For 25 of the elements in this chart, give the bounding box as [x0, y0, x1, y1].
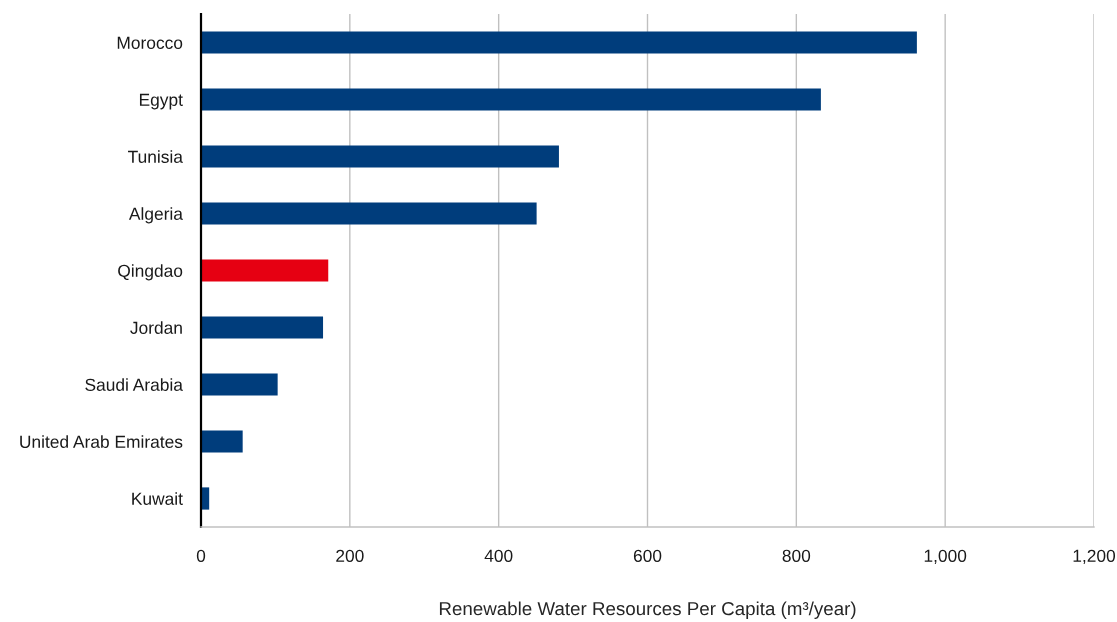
- y-tick-label: Jordan: [130, 321, 182, 334]
- x-tick-label: 800: [782, 549, 811, 562]
- bar: [201, 88, 821, 111]
- x-tick-label: 400: [484, 549, 513, 562]
- x-tick-label: 200: [336, 549, 364, 562]
- bar: [201, 316, 324, 339]
- y-tick-label: Egypt: [139, 93, 183, 110]
- x-tick-label: 0: [196, 549, 206, 562]
- y-tick-label: Saudi Arabia: [85, 378, 183, 391]
- y-tick-label: Qingdao: [118, 264, 183, 281]
- x-tick-label: 1,200: [1073, 549, 1116, 565]
- y-tick-label: United Arab Emirates: [20, 435, 183, 448]
- x-tick-label: 600: [633, 549, 662, 562]
- bar: [201, 145, 559, 168]
- y-tick-label: Tunisia: [128, 150, 183, 163]
- bar: [201, 259, 329, 282]
- y-tick-label: Kuwait: [132, 492, 183, 505]
- bar: [201, 373, 278, 396]
- y-tick-label: Algeria: [128, 207, 183, 224]
- x-tick-label: 1,000: [924, 549, 967, 565]
- x-axis-title: Renewable Water Resources Per Capita (m³/year): [439, 601, 856, 619]
- y-tick-label: Morocco: [117, 36, 183, 49]
- bar: [201, 31, 917, 54]
- bar: [201, 430, 243, 453]
- bar: [201, 202, 537, 225]
